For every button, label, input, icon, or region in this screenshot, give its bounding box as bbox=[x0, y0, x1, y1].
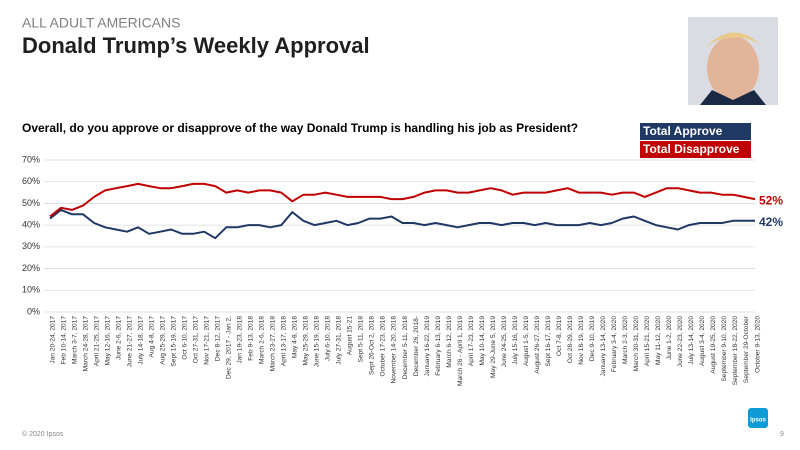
y-tick-label: 30% bbox=[22, 241, 40, 251]
x-tick-label: August 3-4, 2020 bbox=[699, 316, 706, 367]
logo: Ipsos bbox=[750, 418, 766, 424]
page-number: 9 bbox=[780, 431, 784, 438]
kicker: ALL ADULT AMERICANS bbox=[22, 15, 180, 31]
x-tick-label: June 1-2, 2020 bbox=[666, 316, 673, 360]
x-tick-label: Dec 9-10, 2019 bbox=[589, 316, 596, 361]
x-tick-label: Dec 8-12, 2017 bbox=[214, 316, 221, 361]
x-tick-label: May 29-June 5, 2019 bbox=[490, 316, 497, 378]
y-tick-label: 20% bbox=[22, 263, 40, 273]
x-tick-label: Dec 29, 2017 - Jan 2, bbox=[226, 316, 233, 379]
legend-swatch bbox=[640, 141, 751, 158]
x-tick-label: May 4-8, 2018 bbox=[292, 316, 299, 358]
y-tick-label: 0% bbox=[27, 306, 40, 316]
x-tick-label: July 15-16, 2019 bbox=[512, 316, 519, 365]
photo bbox=[688, 17, 778, 105]
x-tick-label: March 2-6, 2018 bbox=[259, 316, 266, 364]
series-line bbox=[49, 208, 755, 240]
x-tick-label: March 30-31, 2020 bbox=[633, 316, 640, 372]
x-tick-label: October 17-23, 2018 bbox=[380, 316, 387, 377]
question: Overall, do you approve or disapprove of… bbox=[22, 121, 578, 135]
x-tick-label: Nov 17-21, 2017 bbox=[203, 316, 210, 365]
x-tick-label: Jan 19-23, 2018 bbox=[237, 316, 244, 364]
x-tick-label: March 6-12, 2019 bbox=[446, 316, 453, 368]
x-tick-label: August 26-27, 2019 bbox=[534, 316, 541, 374]
slide-title: Donald Trump’s Weekly Approval bbox=[22, 33, 370, 58]
x-tick-label: September 9-10, 2020 bbox=[721, 316, 728, 382]
x-tick-label: Oct 7-8, 2019 bbox=[556, 316, 563, 356]
legend-label: Total Disapprove bbox=[643, 142, 740, 156]
x-tick-label: March 2-3, 2020 bbox=[622, 316, 629, 364]
legend-label: Total Approve bbox=[643, 124, 723, 138]
x-tick-label: December 26, 2018- bbox=[413, 316, 420, 376]
x-tick-label: March 3-7, 2017 bbox=[71, 316, 78, 364]
y-tick-label: 40% bbox=[22, 220, 40, 230]
x-tick-label: October 9-13, 2020 bbox=[754, 316, 761, 373]
value-label: 42% bbox=[759, 215, 783, 229]
x-tick-label: January 16-22, 2019 bbox=[424, 316, 431, 377]
x-tick-label: May 11-12, 2020 bbox=[655, 316, 662, 365]
x-tick-label: Feb 9-13, 2018 bbox=[248, 316, 255, 361]
x-tick-label: September 18-22, 2020 bbox=[732, 316, 739, 386]
x-tick-label: April 13-17, 2018 bbox=[281, 316, 288, 367]
x-tick-label: June 24-25, 2019 bbox=[501, 316, 508, 368]
x-tick-label: Sept 26-Oct 2, 2018 bbox=[369, 316, 376, 375]
x-tick-label: February 6-13, 2019 bbox=[435, 316, 442, 376]
x-tick-label: May 10-14, 2019 bbox=[479, 316, 486, 366]
legend-swatch bbox=[640, 123, 751, 140]
x-tick-label: April 15-21, 2020 bbox=[644, 316, 651, 367]
x-tick-label: July 14-18, 2017 bbox=[137, 316, 144, 365]
x-tick-label: July 6-10, 2018 bbox=[325, 316, 332, 361]
x-tick-label: Oct 6-10, 2017 bbox=[181, 316, 188, 360]
x-tick-label: July 13-14, 2020 bbox=[688, 316, 695, 365]
y-tick-label: 50% bbox=[22, 198, 40, 208]
x-tick-label: Oct 28-29, 2019 bbox=[567, 316, 574, 364]
x-tick-label: Aug 25-29, 2017 bbox=[159, 316, 166, 365]
x-tick-label: July 27-31, 2018 bbox=[336, 316, 343, 365]
x-tick-label: June 22-23, 2020 bbox=[677, 316, 684, 368]
x-tick-label: June 2-6, 2017 bbox=[115, 316, 122, 360]
x-tick-label: August 19-25, 2020 bbox=[710, 316, 717, 374]
copyright: © 2020 Ipsos bbox=[22, 430, 64, 438]
x-tick-label: Sept 16-17, 2019 bbox=[545, 316, 552, 367]
x-tick-label: March 26 - April 1, 2019 bbox=[457, 316, 464, 386]
x-tick-label: April 17-23, 2019 bbox=[468, 316, 475, 367]
x-tick-label: June 15-19, 2018 bbox=[314, 316, 321, 368]
series-line bbox=[49, 182, 756, 218]
x-tick-label: Aug 4-8, 2017 bbox=[148, 316, 155, 358]
x-tick-label: November 14-20, 2018 bbox=[391, 316, 398, 384]
x-tick-label: Sept 15-19, 2017 bbox=[170, 316, 177, 367]
x-tick-label: May 25-29, 2018 bbox=[303, 316, 310, 366]
x-tick-label: June 21-27, 2017 bbox=[126, 316, 133, 368]
x-tick-label: January 13-14, 2020 bbox=[600, 316, 607, 377]
y-tick-label: 10% bbox=[22, 285, 40, 295]
x-tick-label: March 24-28, 2017 bbox=[82, 316, 89, 372]
x-tick-label: April 21-25, 2017 bbox=[93, 316, 100, 367]
x-tick-label: May 12-16, 2017 bbox=[104, 316, 111, 366]
x-tick-label: Nov 18-19, 2019 bbox=[578, 316, 585, 365]
x-tick-label: Feb 10-14, 2017 bbox=[60, 316, 67, 365]
value-label: 52% bbox=[759, 193, 783, 207]
x-tick-label: March 23-27, 2018 bbox=[270, 316, 277, 372]
y-tick-label: 60% bbox=[22, 176, 40, 186]
footer: © 2020 Ipsos 9 Ipsos bbox=[22, 408, 784, 438]
x-tick-label: August 1-5, 2019 bbox=[523, 316, 530, 367]
x-tick-label: December 5-11, 2018 bbox=[402, 316, 409, 380]
x-tick-label: August 15-21 bbox=[347, 316, 354, 356]
x-tick-label: September 29-October bbox=[743, 315, 750, 383]
x-tick-label: February 3-4, 2020 bbox=[611, 316, 618, 372]
x-tick-label: Oct 27-31, 2017 bbox=[192, 316, 199, 364]
y-tick-label: 70% bbox=[22, 154, 40, 164]
x-tick-label: Jan 20-24, 2017 bbox=[49, 316, 56, 364]
x-tick-label: Sept 5-11, 2018 bbox=[358, 316, 365, 363]
logo-box bbox=[748, 408, 768, 428]
